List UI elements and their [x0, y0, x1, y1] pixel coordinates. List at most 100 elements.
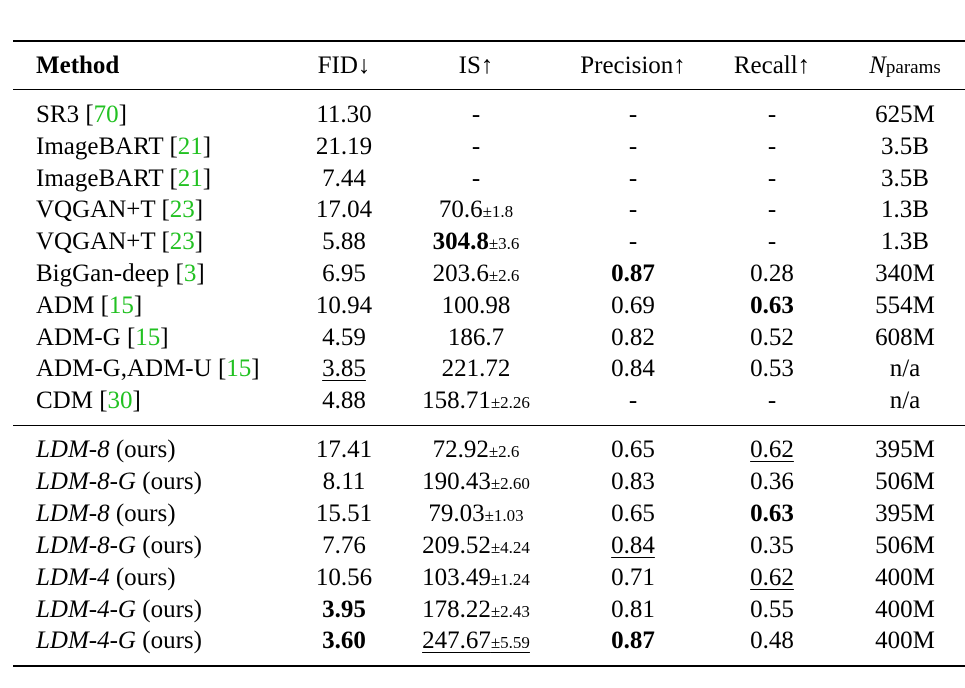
citation-link[interactable]: 70 — [93, 101, 119, 128]
is-group: 209.52±4.24 — [422, 532, 530, 559]
method-cell: LDM-4-G (ours) — [36, 625, 202, 657]
prec-cell: 0.82 — [611, 322, 655, 354]
rec-value: 0.48 — [750, 627, 794, 655]
prec-value: 0.69 — [611, 291, 655, 319]
is-error: ±1.8 — [482, 202, 514, 222]
prec-cell: 0.84 — [611, 353, 655, 385]
rec-cell: - — [768, 163, 776, 195]
header-rule — [13, 89, 965, 90]
method-cell: BigGan-deep [3] — [36, 260, 205, 287]
fid-cell: 7.76 — [322, 530, 366, 562]
is-group: 190.43±2.60 — [422, 468, 530, 495]
is-group: 79.03±1.03 — [428, 500, 523, 527]
params-cell: 554M — [875, 290, 935, 322]
params-cell: 400M — [875, 594, 935, 626]
prec-cell: 0.71 — [611, 562, 655, 594]
is-value: 103.49 — [422, 563, 491, 591]
method-cell: LDM-4-G (ours) — [36, 594, 202, 626]
params-cell: 506M — [875, 530, 935, 562]
is-value: 190.43 — [422, 467, 491, 495]
params-cell: 625M — [875, 99, 935, 131]
prec-value: 0.71 — [611, 563, 655, 591]
method-cell: CDM [30] — [36, 387, 141, 415]
citation-link[interactable]: 15 — [226, 355, 252, 383]
method-suffix: (ours) — [142, 531, 202, 559]
fid-cell: 11.30 — [316, 99, 371, 131]
fid-value: 4.88 — [322, 387, 366, 415]
is-group: 72.92±2.6 — [433, 436, 520, 463]
is-cell: 190.43±2.60 — [422, 466, 530, 500]
prec-value: 0.87 — [611, 260, 655, 287]
fid-value: 3.60 — [322, 627, 366, 655]
is-cell: - — [472, 99, 480, 131]
method-suffix: (ours) — [142, 627, 202, 655]
citation-link[interactable]: 21 — [177, 164, 203, 192]
header-recall: Recall↑ — [733, 52, 811, 79]
method-cell: LDM-8-G (ours) — [36, 466, 202, 498]
rec-cell: 0.62 — [750, 562, 794, 594]
prec-cell: 0.84 — [611, 530, 655, 562]
method-cell: VQGAN+T [23] — [36, 196, 204, 224]
header-fid: FID↓ — [317, 52, 371, 79]
prec-cell: - — [629, 226, 637, 258]
is-group: - — [472, 133, 480, 160]
fid-value: 6.95 — [322, 260, 366, 287]
params-cell: 395M — [875, 498, 935, 530]
params-cell: 395M — [875, 434, 935, 466]
is-value: 186.7 — [447, 323, 505, 351]
prec-value: 0.65 — [611, 436, 655, 463]
method-name: ImageBART — [36, 132, 164, 160]
rec-value: - — [767, 132, 777, 160]
fid-value: 3.95 — [322, 595, 366, 623]
group-rule — [13, 425, 965, 426]
is-cell: 103.49±1.24 — [422, 562, 530, 596]
is-group: 70.6±1.8 — [439, 196, 513, 223]
is-error: ±2.6 — [488, 266, 520, 285]
rec-cell: 0.28 — [750, 258, 794, 290]
method-suffix: (ours) — [142, 467, 202, 495]
prec-value: 0.82 — [611, 323, 655, 351]
fid-cell: 21.19 — [316, 131, 372, 163]
method-name: LDM-4-G — [36, 595, 136, 623]
is-group: 103.49±1.24 — [422, 564, 530, 591]
is-cell: 304.8±3.6 — [433, 226, 520, 260]
is-error: ±2.43 — [490, 601, 530, 621]
prec-cell: 0.69 — [611, 290, 655, 322]
is-group: 186.7 — [448, 324, 504, 351]
params-value: 400M — [875, 563, 935, 591]
header-precision: Precision↑ — [580, 52, 686, 79]
params-value: 608M — [875, 323, 935, 351]
fid-value: 3.85 — [322, 355, 366, 383]
params-value: 400M — [875, 627, 935, 655]
citation-link[interactable]: 15 — [108, 291, 134, 319]
prec-cell: 0.87 — [611, 625, 655, 657]
citation-link[interactable]: 15 — [135, 323, 161, 351]
fid-cell: 10.94 — [316, 290, 372, 322]
params-value: 395M — [875, 436, 935, 463]
citation-link[interactable]: 3 — [183, 260, 197, 287]
citation-link[interactable]: 23 — [169, 196, 195, 224]
rec-cell: - — [768, 99, 776, 131]
rec-value: - — [767, 101, 777, 128]
is-value: - — [471, 164, 481, 192]
prec-value: 0.84 — [611, 355, 655, 383]
is-value: 304.8 — [432, 228, 489, 256]
citation-link[interactable]: 23 — [169, 228, 195, 256]
is-error: ±3.6 — [488, 234, 520, 254]
rec-cell: - — [768, 194, 776, 226]
rec-value: - — [767, 196, 777, 224]
rec-cell: 0.48 — [750, 625, 794, 657]
is-value: 72.92 — [432, 436, 489, 463]
method-name: CDM — [36, 387, 93, 415]
header-is: IS↑ — [458, 52, 494, 79]
rec-value: 0.63 — [750, 499, 794, 527]
fid-value: 7.44 — [322, 164, 366, 192]
is-cell: 79.03±1.03 — [428, 498, 523, 532]
is-value: 247.67 — [422, 627, 491, 655]
citation-link[interactable]: 21 — [177, 132, 203, 160]
rec-cell: 0.53 — [750, 353, 794, 385]
fid-cell: 5.88 — [322, 226, 366, 258]
params-cell: 1.3B — [881, 194, 929, 226]
is-cell: 72.92±2.6 — [433, 434, 520, 468]
citation-link[interactable]: 30 — [107, 387, 133, 415]
